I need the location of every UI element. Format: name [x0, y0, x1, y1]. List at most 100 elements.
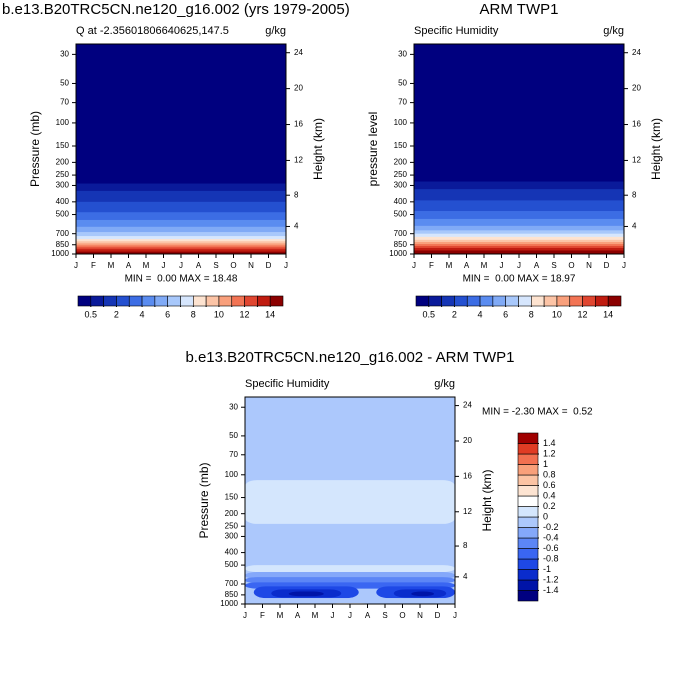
y2-tick-label: 24 [294, 48, 303, 57]
min-max-stats: MIN = -2.30 MAX = 0.52 [482, 407, 593, 418]
y2-tick-label: 16 [463, 471, 472, 480]
contour-band [414, 230, 624, 235]
y-axis-label: pressure level [366, 112, 380, 187]
colorbar-label: 6 [503, 309, 508, 319]
x-tick-label: M [108, 261, 115, 270]
colorbar-box [218, 295, 233, 307]
y-tick-label: 1000 [51, 249, 69, 258]
x-tick-label: N [248, 261, 254, 270]
colorbar-box [141, 295, 156, 307]
x-tick-label: O [399, 611, 405, 620]
x-tick-label: A [126, 261, 132, 270]
y2-tick-label: 8 [463, 541, 468, 550]
colorbar-label: 2 [452, 309, 457, 319]
x-tick-label: J [179, 261, 183, 270]
colorbar-box [441, 295, 455, 307]
colorbar-label: 8 [191, 309, 196, 319]
chart-title: b.e13.B20TRC5CN.ne120_g16.002 (yrs 1979-… [2, 1, 350, 18]
colorbar-box [595, 295, 609, 307]
subtitle-right: g/kg [265, 25, 286, 37]
colorbar-box [517, 453, 539, 465]
colorbar-box [517, 485, 539, 497]
contour-band [76, 249, 286, 253]
colorbar-box [428, 295, 442, 307]
y-tick-label: 500 [394, 210, 408, 219]
subtitle-right: g/kg [434, 378, 455, 390]
y-tick-label: 50 [60, 79, 69, 88]
y-tick-label: 300 [225, 532, 239, 541]
colorbar-label: -1.4 [543, 585, 559, 595]
y2-tick-label: 24 [632, 48, 641, 57]
colorbar-label: 0.5 [85, 309, 98, 319]
contour-band [76, 219, 286, 228]
colorbar-label: 8 [529, 309, 534, 319]
x-tick-label: D [435, 611, 441, 620]
colorbar-label: 14 [603, 309, 613, 319]
x-tick-label: M [143, 261, 150, 270]
contour-band [76, 183, 286, 192]
colorbar-label: 0.8 [543, 469, 556, 479]
contour-region [245, 577, 455, 584]
y-axis-label: Pressure (mb) [28, 111, 42, 187]
x-tick-label: O [230, 261, 236, 270]
contour-band [414, 248, 624, 251]
x-tick-label: A [534, 261, 540, 270]
y-tick-label: 400 [56, 197, 70, 206]
y2-tick-label: 4 [294, 222, 299, 231]
colorbar-box [531, 295, 545, 307]
contour-band [76, 251, 286, 254]
colorbar-box [231, 295, 245, 307]
contour-region [245, 480, 455, 524]
x-tick-label: J [622, 261, 626, 270]
y2-tick-label: 20 [294, 84, 303, 93]
colorbar-box [517, 495, 539, 507]
chart-title: b.e13.B20TRC5CN.ne120_g16.002 - ARM TWP1 [185, 349, 514, 366]
colorbar-label: -0.8 [543, 553, 559, 563]
x-tick-label: O [568, 261, 574, 270]
contour-band [76, 226, 286, 233]
x-tick-label: A [295, 611, 301, 620]
colorbar-box [556, 295, 571, 307]
colorbar-label: 10 [552, 309, 562, 319]
colorbar-box [205, 295, 220, 307]
y-tick-label: 250 [225, 521, 239, 530]
colorbar-box [517, 558, 539, 570]
y2-tick-label: 8 [294, 190, 299, 199]
contour-band [414, 233, 624, 238]
x-tick-label: F [429, 261, 434, 270]
colorbar-box [517, 548, 539, 560]
subtitle-left: Specific Humidity [245, 378, 330, 390]
colorbar-label: -0.2 [543, 522, 559, 532]
y2-tick-label: 4 [632, 222, 637, 231]
colorbar-box [607, 295, 622, 307]
colorbar-label: -0.4 [543, 532, 559, 542]
colorbar-box [257, 295, 271, 307]
x-tick-label: J [348, 611, 352, 620]
y-tick-label: 30 [229, 402, 238, 411]
colorbar-box [517, 579, 539, 591]
colorbar-label: 12 [578, 309, 588, 319]
contour-band [76, 239, 286, 242]
colorbar-label: 0.2 [543, 501, 556, 511]
colorbar-box [154, 295, 168, 307]
colorbar-box [90, 295, 104, 307]
contour-band [76, 236, 286, 240]
contour-field [76, 44, 286, 254]
colorbar-box [517, 516, 539, 528]
colorbar-label: -0.6 [543, 543, 559, 553]
subtitle-left: Q at -2.35601806640625,147.5 [76, 25, 229, 37]
y-tick-label: 700 [225, 579, 239, 588]
contour-band [414, 250, 624, 254]
chart-title: ARM TWP1 [480, 1, 559, 18]
contour-region [245, 565, 455, 572]
y-tick-label: 500 [225, 560, 239, 569]
y-tick-label: 250 [394, 170, 408, 179]
colorbar-label: -1.2 [543, 574, 559, 584]
y-tick-label: 70 [398, 98, 407, 107]
colorbar-label: 4 [478, 309, 483, 319]
contour-band [414, 225, 624, 231]
colorbar-label: 1.4 [543, 438, 556, 448]
colorbar-box [518, 295, 532, 307]
y-tick-label: 400 [394, 197, 408, 206]
colorbar-box [517, 474, 539, 486]
